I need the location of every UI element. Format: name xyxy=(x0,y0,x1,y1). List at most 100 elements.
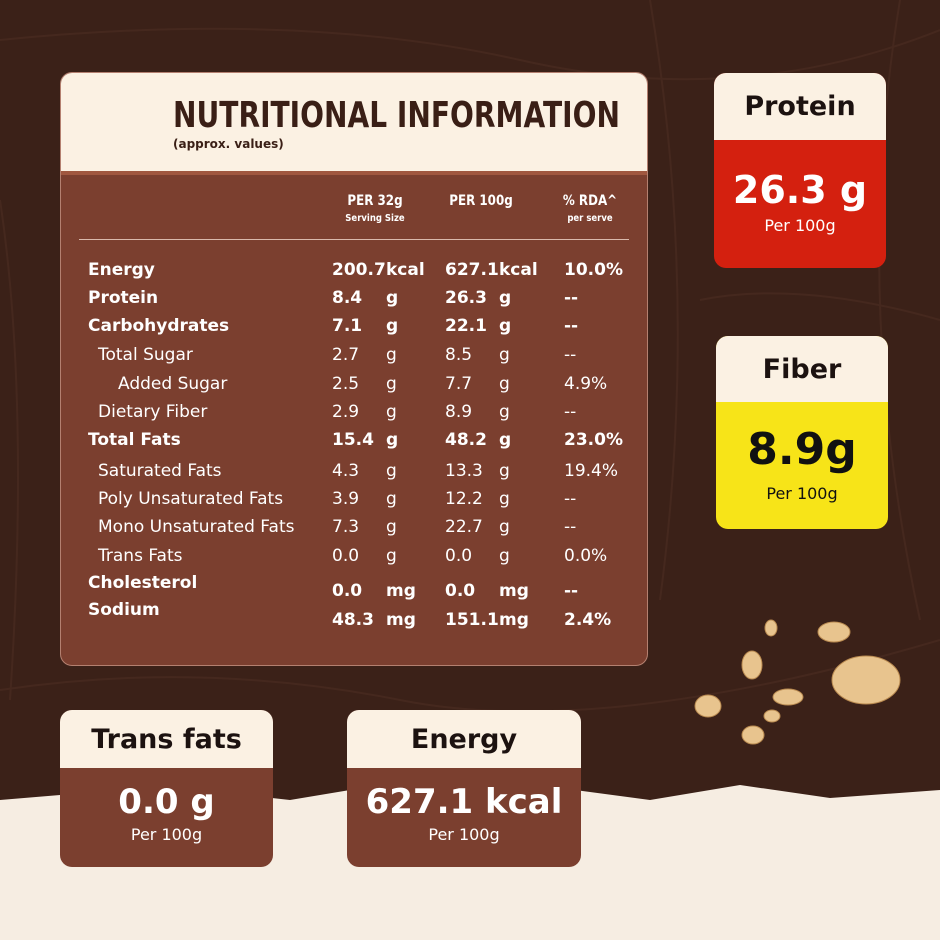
row-label: Trans Fats xyxy=(98,546,183,566)
column-sublabel: per serve xyxy=(567,213,613,224)
cell: 3.9 xyxy=(332,489,360,509)
card-value: 26.3 g xyxy=(732,168,868,212)
cell: g xyxy=(386,546,397,566)
cell: g xyxy=(386,345,397,365)
cell: 26.3 xyxy=(445,288,487,308)
cell: g xyxy=(499,461,510,481)
row-label: Added Sugar xyxy=(118,374,228,394)
cell: g xyxy=(499,316,512,336)
column-label: PER 32g xyxy=(347,193,403,209)
cell: 4.9% xyxy=(564,374,608,394)
card-value: 627.1 kcal xyxy=(365,782,563,822)
row-label: Sodium xyxy=(88,600,160,620)
cell: 200.7 xyxy=(332,260,386,280)
cell: 0.0 xyxy=(332,581,363,601)
card-note: Per 100g xyxy=(766,484,838,503)
row-label: Dietary Fiber xyxy=(98,402,208,422)
cell: g xyxy=(499,374,510,394)
divider xyxy=(79,239,629,240)
cell: -- xyxy=(564,402,577,422)
cell: g xyxy=(386,374,397,394)
cell: g xyxy=(499,345,510,365)
cell: g xyxy=(386,402,397,422)
cell: 0.0 xyxy=(332,546,360,566)
column-sublabel: Serving Size xyxy=(345,213,405,224)
row-label: Carbohydrates xyxy=(88,316,230,336)
cell: -- xyxy=(564,517,577,537)
cell: 4.3 xyxy=(332,461,360,481)
stat-card: Protein 26.3 g Per 100g xyxy=(714,73,886,268)
cell: 19.4% xyxy=(564,461,619,481)
cell: mg xyxy=(386,610,416,630)
row-label: Mono Unsaturated Fats xyxy=(98,517,295,537)
table-title: NUTRITIONAL INFORMATION xyxy=(173,95,621,136)
card-title: Energy xyxy=(347,710,581,768)
cell: g xyxy=(386,461,397,481)
cell: g xyxy=(386,316,399,336)
cell: mg xyxy=(386,581,416,601)
cell: g xyxy=(386,430,399,450)
cell: 0.0% xyxy=(564,546,608,566)
cell: g xyxy=(499,288,512,308)
stat-card: Trans fats 0.0 g Per 100g xyxy=(60,710,273,867)
cell: mg xyxy=(499,610,529,630)
stat-card: Energy 627.1 kcal Per 100g xyxy=(347,710,581,867)
card-title: Trans fats xyxy=(60,710,273,768)
cell: 48.3 xyxy=(332,610,374,630)
cell: g xyxy=(386,489,397,509)
row-label: Cholesterol xyxy=(88,573,198,593)
cell: g xyxy=(386,517,397,537)
cell: kcal xyxy=(499,260,538,280)
card-value: 0.0 g xyxy=(118,782,215,822)
cell: g xyxy=(499,546,510,566)
cell: -- xyxy=(564,345,577,365)
card-title: Fiber xyxy=(716,336,888,402)
cell: mg xyxy=(499,581,529,601)
cell: 8.4 xyxy=(332,288,363,308)
row-label: Energy xyxy=(88,260,155,280)
nutrition-table: NUTRITIONAL INFORMATION (approx. values)… xyxy=(60,72,648,666)
row-label: Poly Unsaturated Fats xyxy=(98,489,284,509)
card-title: Protein xyxy=(714,73,886,140)
cell: 2.4% xyxy=(564,610,612,630)
cell: g xyxy=(499,517,510,537)
row-label: Saturated Fats xyxy=(98,461,222,481)
table-header: NUTRITIONAL INFORMATION (approx. values) xyxy=(61,73,647,175)
cell: 48.2 xyxy=(445,430,487,450)
cell: 0.0 xyxy=(445,581,476,601)
cell: 0.0 xyxy=(445,546,473,566)
cell: 151.1 xyxy=(445,610,499,630)
cell: 12.2 xyxy=(445,489,483,509)
cell: 22.1 xyxy=(445,316,487,336)
row-label: Protein xyxy=(88,288,159,308)
cell: 627.1 xyxy=(445,260,499,280)
cell: 7.3 xyxy=(332,517,360,537)
cell: 2.7 xyxy=(332,345,360,365)
cell: g xyxy=(499,402,510,422)
card-value: 8.9g xyxy=(747,424,857,475)
cell: 8.9 xyxy=(445,402,473,422)
cell: 7.7 xyxy=(445,374,473,394)
cell: g xyxy=(386,288,399,308)
cell: 23.0% xyxy=(564,430,623,450)
table-subtitle: (approx. values) xyxy=(173,137,284,151)
cell: g xyxy=(499,430,512,450)
card-note: Per 100g xyxy=(428,825,500,844)
stat-card: Fiber 8.9g Per 100g xyxy=(716,336,888,529)
cell: 8.5 xyxy=(445,345,473,365)
cell: 7.1 xyxy=(332,316,363,336)
cell: 15.4 xyxy=(332,430,374,450)
column-label: % RDA^ xyxy=(562,193,618,209)
row-label: Total Fats xyxy=(88,430,181,450)
cell: -- xyxy=(564,316,579,336)
cell: -- xyxy=(564,288,579,308)
cell: 13.3 xyxy=(445,461,483,481)
cell: -- xyxy=(564,581,579,601)
card-note: Per 100g xyxy=(764,216,836,235)
cell: -- xyxy=(564,489,577,509)
cell: kcal xyxy=(386,260,425,280)
cell: 2.5 xyxy=(332,374,360,394)
card-note: Per 100g xyxy=(130,825,203,844)
row-label: Total Sugar xyxy=(98,345,193,365)
